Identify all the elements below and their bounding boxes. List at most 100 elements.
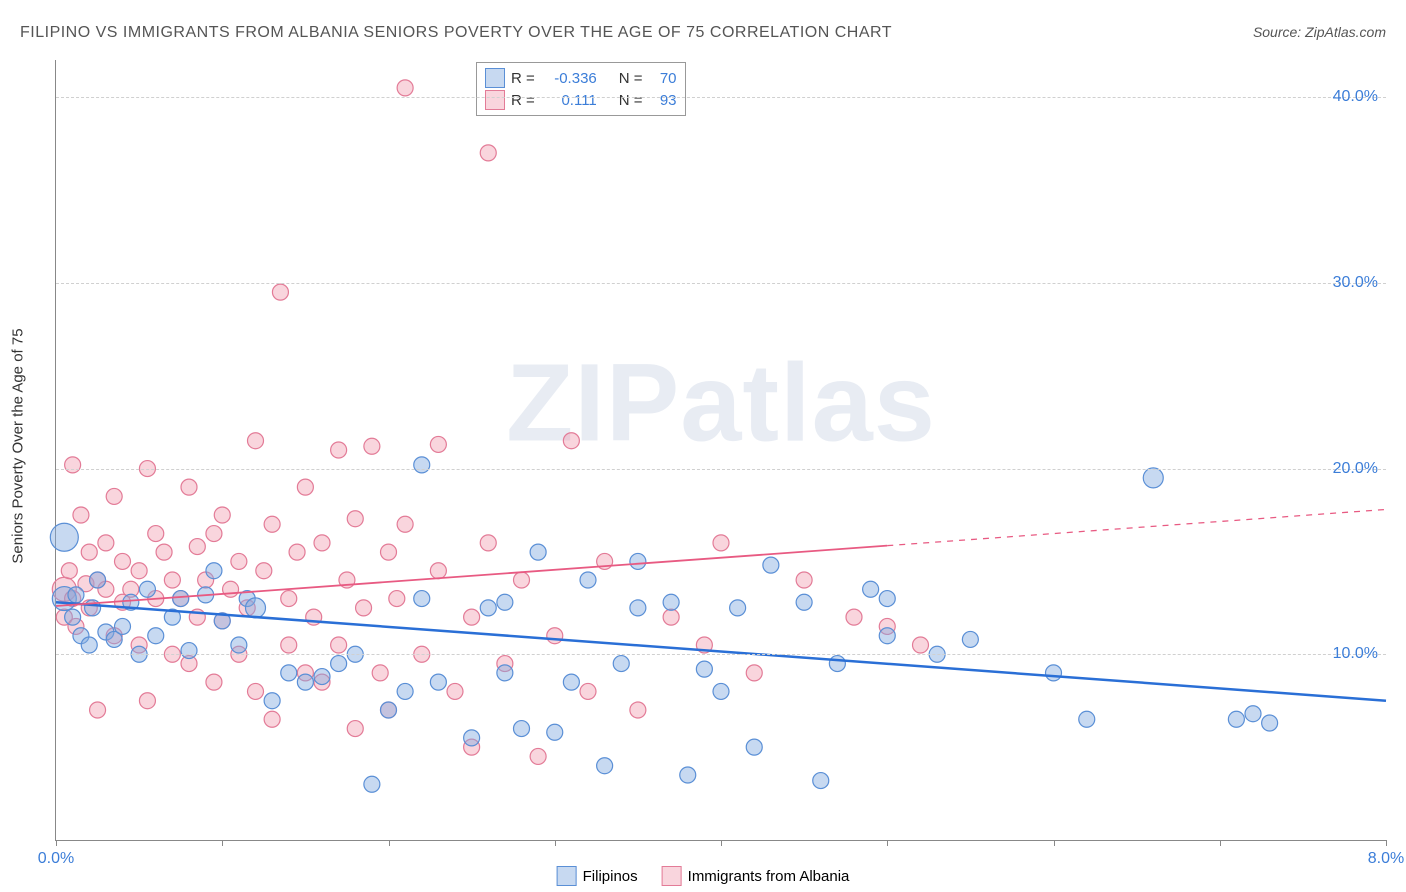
data-point [115,553,131,569]
data-point [131,563,147,579]
y-tick-label: 40.0% [1333,88,1378,106]
data-point [98,535,114,551]
trend-line-dashed [887,509,1386,545]
data-point [381,544,397,560]
data-point [796,594,812,610]
data-point [81,637,97,653]
data-point [246,598,266,618]
data-point [81,544,97,560]
data-point [630,553,646,569]
data-point [414,457,430,473]
data-point [297,479,313,495]
data-point [314,669,330,685]
data-point [613,656,629,672]
data-point [1143,468,1163,488]
data-point [713,535,729,551]
data-point [962,631,978,647]
data-point [347,721,363,737]
swatch-albania [485,90,505,110]
data-point [746,665,762,681]
data-point [397,516,413,532]
data-point [264,711,280,727]
data-point [713,683,729,699]
data-point [281,637,297,653]
data-point [480,600,496,616]
bottom-legend: Filipinos Immigrants from Albania [557,866,850,886]
n-label-2: N = [619,92,643,109]
x-tick [887,840,888,846]
data-point [173,591,189,607]
x-tick [1054,840,1055,846]
data-point [264,516,280,532]
data-point [231,553,247,569]
data-point [746,739,762,755]
data-point [597,758,613,774]
data-point [547,628,563,644]
data-point [281,665,297,681]
data-point [181,479,197,495]
data-point [189,539,205,555]
data-point [913,637,929,653]
stats-legend-row-2: R = 0.111 N = 93 [485,89,677,111]
data-point [563,433,579,449]
data-point [264,693,280,709]
data-point [331,656,347,672]
data-point [580,683,596,699]
data-point [272,284,288,300]
r-value-1: -0.336 [541,70,597,87]
data-point [61,563,77,579]
data-point [879,591,895,607]
data-point [106,488,122,504]
gridline-h [56,469,1386,470]
data-point [156,544,172,560]
data-point [829,656,845,672]
data-point [397,80,413,96]
data-point [115,618,131,634]
data-point [480,145,496,161]
data-point [231,637,247,653]
data-point [1079,711,1095,727]
data-point [430,563,446,579]
stats-legend: R = -0.336 N = 70 R = 0.111 N = 93 [476,62,686,116]
data-point [289,544,305,560]
legend-label-filipinos: Filipinos [583,868,638,885]
data-point [214,507,230,523]
data-point [879,628,895,644]
data-point [206,674,222,690]
data-point [630,702,646,718]
r-label-2: R = [511,92,535,109]
r-value-2: 0.111 [541,92,597,109]
y-tick-label: 10.0% [1333,645,1378,663]
data-point [223,581,239,597]
data-point [73,507,89,523]
data-point [530,544,546,560]
data-point [68,587,84,603]
x-tick-label: 8.0% [1368,850,1404,868]
data-point [181,643,197,659]
stats-legend-row-1: R = -0.336 N = 70 [485,67,677,89]
n-label-1: N = [619,70,643,87]
y-tick-label: 20.0% [1333,460,1378,478]
n-value-2: 93 [649,92,677,109]
x-tick [1220,840,1221,846]
data-point [331,637,347,653]
data-point [90,702,106,718]
data-point [464,730,480,746]
data-point [314,535,330,551]
data-point [447,683,463,699]
data-point [347,511,363,527]
trend-line [56,546,887,606]
data-point [430,674,446,690]
legend-item-albania: Immigrants from Albania [662,866,850,886]
data-point [148,628,164,644]
data-point [65,457,81,473]
data-point [464,609,480,625]
data-point [414,591,430,607]
plot-area: ZIPatlas R = -0.336 N = 70 R = 0.111 N =… [55,60,1386,841]
swatch-filipinos-bottom [557,866,577,886]
x-tick [222,840,223,846]
data-point [480,535,496,551]
data-point [796,572,812,588]
legend-label-albania: Immigrants from Albania [688,868,850,885]
data-point [139,693,155,709]
